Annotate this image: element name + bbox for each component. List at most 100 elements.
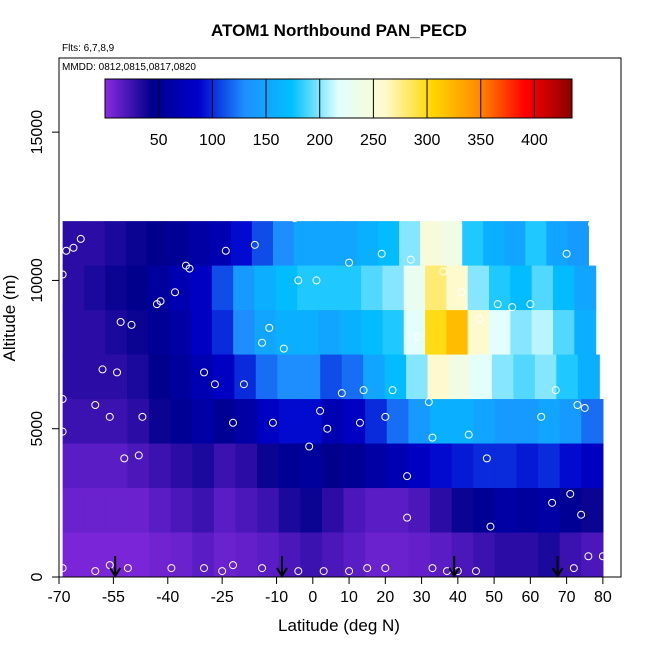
heatmap-cell: [494, 532, 518, 577]
colorbar-tick-label: 350: [467, 132, 494, 149]
heatmap-cell: [235, 399, 258, 445]
heatmap-cell: [343, 488, 366, 534]
heatmap-cell: [489, 265, 511, 311]
heatmap-cell: [470, 354, 493, 400]
heatmap-cell: [451, 488, 474, 534]
data-point: [250, 240, 259, 249]
heatmap-cell: [213, 443, 237, 489]
colorbar-tick-label: 400: [521, 132, 548, 149]
data-point: [98, 365, 107, 374]
x-tick-label: -10: [265, 589, 288, 606]
heatmap-cell: [516, 532, 539, 577]
heatmap-cell: [363, 354, 386, 400]
data-point: [406, 255, 415, 264]
heatmap-cell: [531, 265, 554, 311]
heatmap-cell: [408, 443, 431, 489]
heatmap-cell: [83, 265, 106, 311]
data-point: [464, 430, 473, 439]
heatmap-cell: [534, 354, 557, 400]
heatmap-cell: [275, 310, 298, 356]
heatmap-cell: [386, 399, 409, 445]
heatmap-cell: [408, 532, 431, 577]
x-tick-label: -25: [211, 589, 234, 606]
data-point: [403, 472, 412, 481]
data-point: [526, 300, 535, 309]
heatmap-cell: [429, 488, 453, 534]
heatmap-cell: [510, 265, 533, 311]
x-axis-label: Latitude (deg N): [278, 616, 400, 635]
heatmap-cell: [233, 310, 256, 356]
heatmap-cell: [257, 399, 280, 445]
heatmap-cell: [83, 221, 106, 267]
heatmap-cell: [105, 532, 129, 577]
heatmap-cell: [504, 221, 526, 267]
data-point: [265, 323, 274, 332]
data-point: [113, 368, 122, 377]
heatmap-cell: [190, 310, 213, 356]
heatmap-cell: [361, 265, 384, 311]
data-point: [200, 368, 209, 377]
heatmap-cell: [429, 532, 453, 577]
heatmap-cell: [552, 265, 575, 311]
heatmap-cell: [516, 443, 539, 489]
data-point: [167, 564, 176, 573]
heatmap-cell: [211, 265, 234, 311]
colorbar-tick-label: 250: [360, 132, 387, 149]
profile-arrow: [551, 556, 564, 578]
heatmap-cell: [104, 221, 127, 267]
data-point: [508, 303, 517, 312]
heatmap-cell: [318, 310, 341, 356]
heatmap-cell: [538, 488, 561, 534]
heatmap-cell: [105, 265, 128, 311]
heatmap-cell: [84, 532, 107, 577]
heatmap-cell: [257, 443, 280, 489]
heatmap-cell: [448, 354, 472, 400]
data-point: [457, 288, 466, 297]
heatmap-cell: [234, 354, 257, 400]
data-point: [294, 567, 303, 576]
data-point: [156, 297, 165, 306]
heatmap-cell: [339, 265, 362, 311]
heatmap-cell: [382, 265, 405, 311]
heatmap-cell: [365, 488, 388, 534]
data-point: [587, 220, 596, 229]
heatmap-cell: [146, 221, 169, 267]
heatmap-cell: [62, 354, 85, 400]
heatmap-cell: [378, 221, 400, 267]
data-point: [413, 332, 422, 341]
data-point: [486, 522, 495, 531]
heatmap-cell: [427, 354, 450, 400]
colorbar-ticks: 50 100 150 200 250 300 350 400: [150, 79, 548, 149]
data-point: [268, 418, 277, 427]
heatmap-cell: [230, 221, 253, 267]
data-point: [573, 400, 582, 409]
heatmap-cell: [577, 354, 600, 400]
heatmap-cell: [510, 310, 533, 356]
heatmap-cell: [62, 310, 85, 356]
data-point: [562, 249, 571, 258]
data-point: [355, 418, 364, 427]
heatmap-cell: [211, 310, 234, 356]
y-tick-label: 10000: [29, 258, 46, 303]
heatmap-cell: [320, 354, 343, 400]
heatmap-cell: [574, 265, 597, 311]
heatmap-cell: [209, 221, 232, 267]
x-tick-label: -40: [156, 589, 179, 606]
heatmap-cell: [467, 265, 490, 311]
heatmap-cell: [494, 488, 518, 534]
heatmap-cell: [321, 532, 345, 577]
heatmap-cell: [188, 221, 211, 267]
heatmap-cell: [297, 310, 320, 356]
heatmap-cell: [297, 265, 320, 311]
heatmap-cell: [318, 265, 341, 311]
heatmap-cell: [255, 354, 278, 400]
data-point: [116, 317, 125, 326]
x-tick-label: -70: [47, 589, 70, 606]
heatmap-cell: [149, 443, 172, 489]
heatmap-cell: [169, 310, 192, 356]
heatmap-cell: [62, 443, 85, 489]
data-point: [229, 561, 238, 570]
data-point: [239, 380, 248, 389]
heatmap-cell: [339, 310, 362, 356]
heatmap-cell: [254, 310, 277, 356]
